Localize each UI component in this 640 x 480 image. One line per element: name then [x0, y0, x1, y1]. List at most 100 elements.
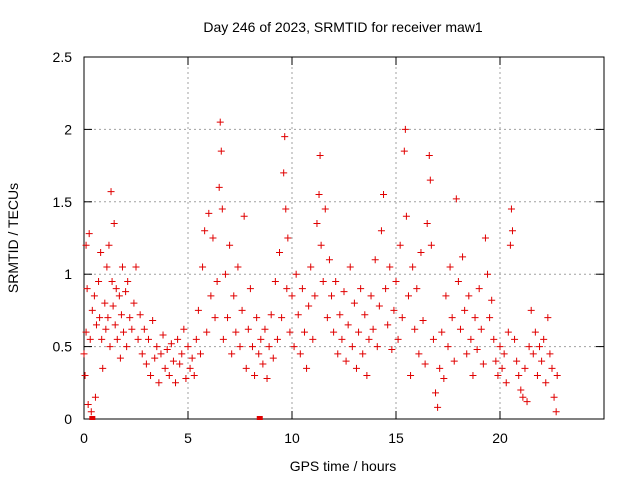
data-point — [438, 328, 446, 336]
data-point — [149, 317, 157, 325]
data-point — [108, 277, 116, 285]
data-point — [234, 263, 242, 271]
data-point — [251, 372, 259, 380]
data-point — [136, 311, 144, 319]
data-point — [194, 306, 202, 314]
data-point — [546, 350, 554, 358]
data-point — [201, 227, 209, 235]
data-point — [426, 176, 434, 184]
data-point — [481, 234, 489, 242]
data-point — [138, 350, 146, 358]
data-point — [117, 311, 125, 319]
data-point — [404, 292, 412, 300]
data-point — [513, 357, 521, 365]
data-point — [461, 306, 469, 314]
data-point — [311, 292, 319, 300]
data-point — [317, 241, 325, 249]
data-point — [486, 314, 494, 322]
data-point — [417, 248, 425, 256]
data-point — [365, 335, 373, 343]
data-point — [80, 350, 88, 358]
data-point — [448, 314, 456, 322]
data-point — [111, 321, 119, 329]
data-point — [401, 125, 409, 133]
data-point — [369, 325, 377, 333]
data-point — [123, 343, 131, 351]
data-point — [172, 379, 180, 387]
data-point — [244, 325, 252, 333]
data-point — [411, 325, 419, 333]
y-tick-label: 2.5 — [53, 49, 73, 65]
data-point — [536, 343, 544, 351]
data-point — [218, 205, 226, 213]
data-point — [377, 227, 385, 235]
data-point — [338, 335, 346, 343]
data-point — [215, 183, 223, 191]
data-point — [357, 285, 365, 293]
data-point — [230, 292, 238, 300]
data-point — [355, 328, 363, 336]
data-point — [507, 205, 515, 213]
data-point — [290, 343, 298, 351]
data-point — [459, 253, 467, 261]
data-point — [112, 285, 120, 293]
data-point — [444, 343, 452, 351]
data-point — [309, 335, 317, 343]
data-point — [432, 389, 440, 397]
data-point — [124, 277, 132, 285]
data-point — [101, 299, 109, 307]
data-point — [504, 328, 512, 336]
data-point — [142, 360, 150, 368]
data-point — [500, 350, 508, 358]
data-point — [140, 325, 148, 333]
data-point — [352, 364, 360, 372]
data-point — [207, 292, 215, 300]
data-point — [99, 364, 107, 372]
data-point — [498, 364, 506, 372]
data-point — [267, 311, 275, 319]
data-point — [92, 321, 100, 329]
data-point — [386, 263, 394, 271]
data-point — [81, 372, 89, 380]
data-point — [344, 321, 352, 329]
data-point — [384, 321, 392, 329]
data-point — [300, 328, 308, 336]
data-point — [340, 288, 348, 296]
data-point — [248, 343, 256, 351]
data-point — [523, 398, 531, 406]
data-point — [246, 285, 254, 293]
data-point — [110, 220, 118, 228]
data-point — [115, 292, 123, 300]
data-point — [278, 314, 286, 322]
data-point — [182, 374, 190, 382]
data-point — [380, 191, 388, 199]
data-point — [132, 263, 140, 271]
x-tick-label: 0 — [80, 430, 88, 446]
data-point — [128, 325, 136, 333]
data-point — [531, 328, 539, 336]
data-point — [544, 314, 552, 322]
data-point — [261, 325, 269, 333]
data-point — [492, 357, 500, 365]
data-point — [538, 357, 546, 365]
data-point — [409, 263, 417, 271]
data-point — [332, 277, 340, 285]
data-point — [232, 328, 240, 336]
data-point — [240, 212, 248, 220]
data-point — [346, 263, 354, 271]
data-point — [118, 263, 126, 271]
data-point — [475, 285, 483, 293]
data-point — [484, 270, 492, 278]
data-point — [134, 335, 142, 343]
data-point — [473, 345, 481, 353]
data-point — [321, 205, 329, 213]
data-point — [86, 335, 94, 343]
data-point — [82, 241, 90, 249]
data-point — [116, 354, 124, 362]
data-point — [529, 350, 537, 358]
data-point — [263, 374, 271, 382]
data-point — [454, 277, 462, 285]
data-point — [180, 325, 188, 333]
data-point — [265, 343, 273, 351]
